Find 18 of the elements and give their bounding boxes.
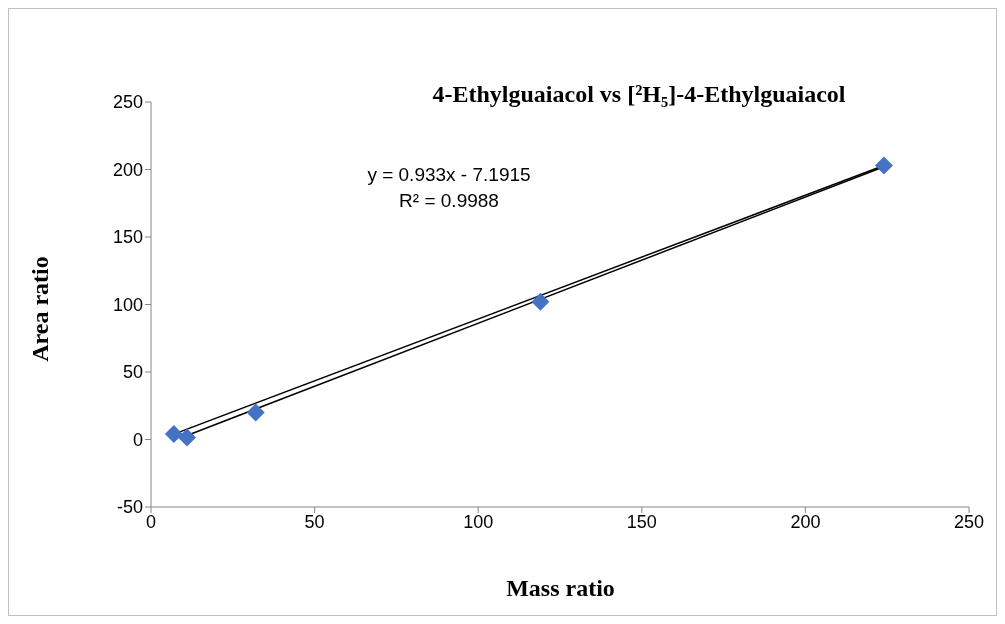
x-axis-title: Mass ratio: [505, 575, 616, 602]
y-tick-label: 50: [122, 362, 143, 383]
x-tick-label: 200: [790, 511, 821, 532]
x-tick-label: 0: [145, 511, 157, 532]
y-axis-title: Area ratio: [26, 256, 54, 362]
x-tick-label: 100: [463, 511, 494, 532]
chart-title: 4-Ethylguaiacol vs [²H₅]-4-Ethylguaiacol: [431, 81, 847, 108]
x-tick-label: 150: [626, 511, 657, 532]
annotation: y = 0.933x - 7.1915: [366, 164, 532, 186]
y-tick-label: 100: [112, 294, 143, 315]
y-tick-label: 200: [112, 159, 143, 180]
y-tick-label: -50: [116, 497, 143, 518]
x-tick-label: 50: [304, 511, 325, 532]
y-tick-label: 0: [132, 429, 143, 450]
x-tick-label: 250: [953, 511, 985, 532]
y-tick-label: 150: [112, 227, 143, 248]
y-tick-label: 250: [112, 92, 143, 113]
annotation: R² = 0.9988: [398, 190, 500, 212]
